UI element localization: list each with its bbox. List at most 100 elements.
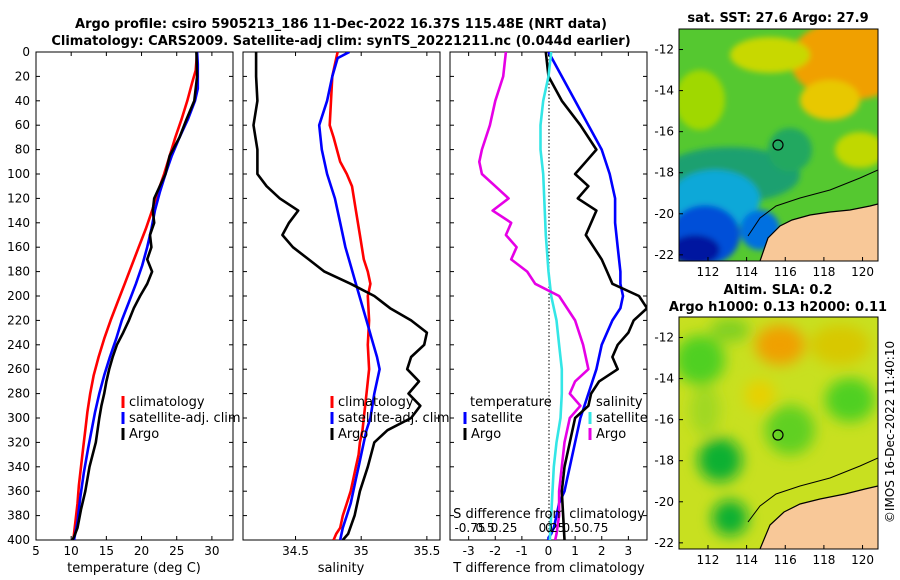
x-tick-label: -2 (489, 544, 501, 558)
legend-temperature-header: temperature (470, 395, 552, 410)
map-lon-label: 118 (812, 265, 835, 279)
map-lon-label: 114 (735, 265, 758, 279)
difference-panel-frame (449, 51, 648, 541)
sst-argo-location (772, 139, 784, 151)
x-tick-label: 10 (64, 544, 79, 558)
map-lon-label: 116 (774, 553, 797, 567)
depth-tick-label: 320 (7, 435, 30, 449)
series-satellite-adj-clim-line (317, 52, 381, 540)
legend-argo: Argo (338, 427, 368, 442)
legend-sal-satellite: satellite (596, 411, 648, 426)
temperature-x-label: temperature (deg C) (67, 561, 201, 576)
depth-tick-label: 240 (7, 338, 30, 352)
depth-tick-label: 0 (22, 45, 30, 59)
depth-tick-label: 60 (15, 118, 30, 132)
depth-tick-label: 380 (7, 509, 30, 523)
depth-tick-label: 20 (15, 69, 30, 83)
depth-tick-label: 140 (7, 216, 30, 230)
sla-argo-location (772, 429, 784, 441)
sst-map-ticks: -12 -14 -16 -18 -20 -22 112 114 116 118 120 (654, 43, 874, 279)
title-line2: Climatology: CARS2009. Satellite-adj cli… (51, 34, 630, 49)
s-diff-tick-label: 0.25 (491, 521, 518, 535)
depth-tick-label: 120 (7, 191, 30, 205)
x-tick-label: 3 (625, 544, 633, 558)
temperature-legend: climatology satellite-adj. clim Argo (121, 395, 241, 442)
s-diff-tick-label: 0.75 (582, 521, 609, 535)
legend-salinity-header: salinity (596, 395, 643, 410)
depth-tick-label: 220 (7, 313, 30, 327)
map-lon-label: 116 (774, 265, 797, 279)
map-lat-label: -22 (654, 536, 674, 550)
depth-tick-label: 80 (15, 143, 30, 157)
salinity-x-ticks: 34.5 35 35.5 (282, 52, 440, 558)
depth-tick-label: 400 (7, 533, 30, 547)
s-diff-tick-label: 0.5 (562, 521, 581, 535)
depth-axis: 0 20 40 60 80 100 120 140 160 180 200 220 240 260 280 3… (7, 45, 647, 547)
series-climatology-line (328, 52, 372, 540)
series-salinity-argo-line (477, 52, 590, 540)
sla-map (679, 317, 878, 549)
depth-tick-label: 300 (7, 411, 30, 425)
map-lat-label: -14 (654, 84, 674, 98)
map-lon-label: 112 (697, 265, 720, 279)
map-lat-label: -22 (654, 248, 674, 262)
legend-temp-satellite: satellite (471, 411, 523, 426)
map-lat-label: -18 (654, 454, 674, 468)
series-climatology-line (72, 52, 199, 540)
s-diff-tick-label: 0.5 (475, 521, 494, 535)
difference-series (477, 52, 647, 540)
title-line1: Argo profile: csiro 5905213_186 11-Dec-2… (75, 17, 607, 32)
depth-tick-label: 280 (7, 387, 30, 401)
temperature-series (71, 52, 200, 540)
sla-map-ticks: -12 -14 -16 -18 -20 -22 112 114 116 118 120 (654, 331, 874, 567)
salinity-legend: climatology satellite-adj. clim Argo (330, 395, 450, 442)
series-temperature-argo-line (544, 52, 647, 540)
depth-tick-label: 200 (7, 289, 30, 303)
s-diff-tick-label: -0.75 (454, 521, 485, 535)
temperature-x-ticks: 5 10 15 20 25 30 (32, 52, 220, 558)
x-tick-label: 20 (134, 544, 149, 558)
legend-sal-argo: Argo (596, 427, 626, 442)
x-tick-label: 25 (169, 544, 184, 558)
s-difference-ticks: -0.750.50.25 00.250.5 0.75 (454, 521, 608, 535)
x-tick-label: 34.5 (282, 544, 309, 558)
sst-map-frame (678, 28, 879, 262)
map-lat-label: -12 (654, 43, 674, 57)
salinity-panel-frame (242, 51, 441, 541)
sla-map-title1: Altim. SLA: 0.2 (724, 283, 833, 298)
depth-tick-label: 260 (7, 362, 30, 376)
sla-map-title2: Argo h1000: 0.13 h2000: 0.11 (669, 300, 887, 315)
map-lat-label: -16 (654, 125, 674, 139)
salinity-series (252, 52, 429, 540)
legend-satellite: satellite-adj. clim (129, 411, 241, 426)
map-lon-label: 120 (851, 553, 874, 567)
imos-timestamp: ©IMOS 16-Dec-2022 11:40:10 (883, 341, 897, 523)
s-difference-label: S difference from climatology (453, 507, 645, 522)
series-salinity-satellite-line (539, 52, 564, 540)
map-lat-label: -14 (654, 372, 674, 386)
x-tick-label: 35.5 (414, 544, 441, 558)
legend-satellite: satellite-adj. clim (338, 411, 450, 426)
depth-tick-label: 180 (7, 265, 30, 279)
legend-climatology: climatology (338, 395, 414, 410)
legend-climatology: climatology (129, 395, 205, 410)
map-lat-label: -20 (654, 207, 674, 221)
x-tick-label: 1 (571, 544, 579, 558)
depth-tick-label: 40 (15, 94, 30, 108)
difference-x-ticks: -3 -2 -1 0 1 2 3 (463, 52, 633, 558)
depth-tick-label: 360 (7, 484, 30, 498)
legend-temp-argo: Argo (471, 427, 501, 442)
x-tick-label: 5 (32, 544, 40, 558)
map-lon-label: 112 (697, 553, 720, 567)
difference-x-label: T difference from climatology (452, 561, 645, 576)
map-lat-label: -18 (654, 166, 674, 180)
depth-tick-label: 160 (7, 240, 30, 254)
x-tick-label: 2 (598, 544, 606, 558)
difference-legend: temperature satellite Argo salinity sate… (463, 395, 648, 442)
s-diff-tick-label: 0 (545, 521, 553, 535)
temperature-panel-frame (35, 51, 234, 541)
sst-map-title: sat. SST: 27.6 Argo: 27.9 (687, 11, 868, 26)
s-diff-tick-label: 0.25 (539, 521, 566, 535)
map-lon-label: 114 (735, 553, 758, 567)
